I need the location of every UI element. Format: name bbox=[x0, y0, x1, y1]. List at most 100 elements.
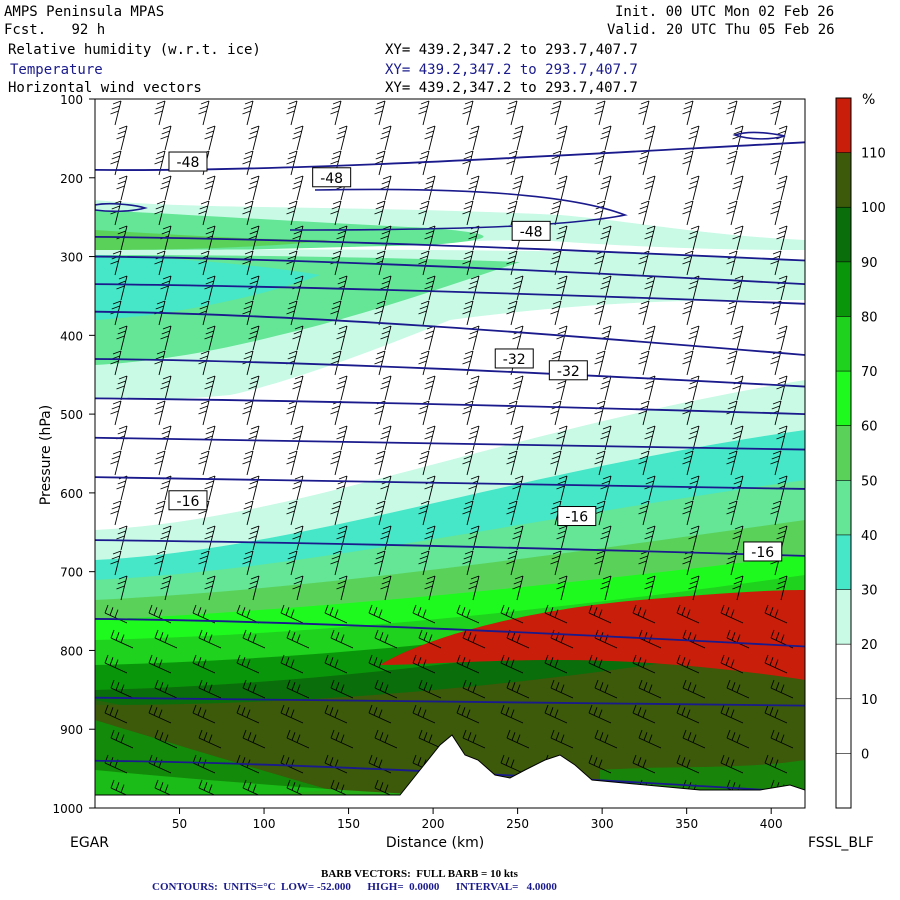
wind-barb-shaft bbox=[692, 575, 700, 601]
wind-barb-flag bbox=[602, 525, 612, 530]
wind-barb-flag bbox=[639, 355, 648, 360]
wind-barb-flag bbox=[116, 185, 125, 190]
wind-barb-flag bbox=[340, 734, 345, 743]
wind-barb-flag bbox=[329, 657, 334, 666]
wind-barb-flag bbox=[727, 205, 736, 210]
wind-barb bbox=[594, 679, 618, 699]
wind-barb-flag bbox=[294, 475, 304, 480]
wind-barb bbox=[242, 250, 254, 276]
wind-barb-shaft bbox=[296, 125, 304, 151]
wind-barb bbox=[154, 729, 178, 749]
wind-barb-flag bbox=[687, 732, 692, 741]
wind-barb-flag bbox=[600, 535, 609, 540]
wind-barb-flag bbox=[736, 734, 741, 743]
wind-barb-flag bbox=[154, 629, 159, 639]
wind-barb-shaft bbox=[252, 525, 260, 551]
wind-barb-flag bbox=[601, 430, 610, 435]
wind-barb-flag bbox=[777, 380, 786, 385]
wind-barb-flag bbox=[332, 200, 342, 205]
wind-barb-shaft bbox=[648, 575, 656, 601]
wind-barb-flag bbox=[114, 709, 119, 718]
wind-barb-flag bbox=[462, 560, 471, 565]
wind-barb-flag bbox=[425, 280, 434, 285]
colorbar-segment bbox=[836, 152, 851, 208]
wind-barb-flag bbox=[420, 300, 430, 305]
wind-barb bbox=[544, 654, 568, 674]
wind-barb-flag bbox=[728, 100, 738, 105]
wind-barb-shaft bbox=[422, 200, 430, 226]
wind-barb bbox=[242, 100, 254, 126]
wind-barb-flag bbox=[778, 375, 788, 380]
wind-barb-flag bbox=[332, 150, 342, 155]
wind-barb bbox=[594, 550, 606, 576]
wind-barb-flag bbox=[380, 585, 389, 590]
wind-barb-shaft bbox=[764, 612, 788, 624]
wind-barb-flag bbox=[382, 425, 392, 430]
wind-barb-flag bbox=[464, 400, 474, 405]
wind-barb-flag bbox=[373, 607, 378, 616]
wind-barb-shaft bbox=[500, 762, 524, 774]
wind-barb-shaft bbox=[560, 475, 568, 501]
wind-barb-flag bbox=[506, 210, 515, 215]
wind-barb bbox=[418, 200, 430, 226]
wind-barb bbox=[776, 425, 788, 451]
wind-barb-flag bbox=[778, 275, 788, 280]
wind-barb bbox=[242, 729, 266, 749]
wind-barb bbox=[600, 125, 612, 151]
wind-barb-flag bbox=[728, 400, 738, 405]
wind-barb bbox=[726, 679, 750, 699]
wind-barb-flag bbox=[688, 185, 697, 190]
wind-barb-flag bbox=[512, 185, 521, 190]
wind-barb-flag bbox=[683, 155, 692, 160]
wind-barb-flag bbox=[770, 360, 779, 365]
wind-barb bbox=[160, 425, 172, 451]
wind-barb bbox=[506, 729, 530, 749]
wind-barb-shaft bbox=[252, 125, 260, 151]
wind-barb-flag bbox=[686, 659, 691, 668]
wind-barb-flag bbox=[601, 480, 610, 485]
wind-barb-flag bbox=[375, 355, 384, 360]
wind-barb-flag bbox=[688, 335, 697, 340]
wind-barb-flag bbox=[510, 659, 515, 668]
wind-barb-flag bbox=[198, 260, 207, 265]
wind-barb bbox=[600, 575, 612, 601]
wind-barb bbox=[374, 729, 398, 749]
wind-barb-flag bbox=[110, 510, 119, 515]
wind-barb bbox=[500, 654, 524, 674]
wind-barb-flag bbox=[155, 455, 164, 460]
wind-barb-flag bbox=[593, 657, 598, 666]
wind-barb bbox=[638, 250, 650, 276]
wind-barb bbox=[594, 300, 606, 326]
wind-barb-flag bbox=[777, 480, 786, 485]
wind-barb bbox=[726, 550, 738, 576]
wind-barb-flag bbox=[338, 325, 348, 330]
wind-barb bbox=[110, 629, 134, 649]
wind-barb-flag bbox=[643, 682, 648, 691]
wind-barb-flag bbox=[464, 100, 474, 105]
wind-barb-flag bbox=[286, 160, 295, 165]
wind-barb-shaft bbox=[506, 737, 530, 749]
wind-barb-shaft bbox=[252, 325, 260, 351]
x-tick-label: 50 bbox=[172, 817, 187, 831]
wind-barb bbox=[204, 375, 216, 401]
wind-barb-flag bbox=[338, 525, 348, 530]
wind-barb-flag bbox=[462, 110, 471, 115]
wind-barb-flag bbox=[595, 355, 604, 360]
wind-barb-flag bbox=[378, 709, 383, 718]
wind-barb-flag bbox=[280, 604, 285, 614]
wind-barb-flag bbox=[338, 475, 348, 480]
wind-barb-flag bbox=[776, 335, 785, 340]
wind-barb-flag bbox=[734, 175, 744, 180]
wind-barb-shaft bbox=[560, 325, 568, 351]
wind-barb-flag bbox=[769, 707, 774, 716]
wind-barb-flag bbox=[200, 550, 210, 555]
contour-label: -32 bbox=[503, 352, 526, 368]
wind-barb-shaft bbox=[604, 575, 612, 601]
wind-barb-flag bbox=[424, 535, 433, 540]
wind-barb-flag bbox=[375, 455, 384, 460]
wind-barb-flag bbox=[204, 435, 213, 440]
wind-barb-flag bbox=[243, 355, 252, 360]
wind-barb-flag bbox=[192, 654, 197, 664]
wind-barb-flag bbox=[243, 555, 252, 560]
colorbar-segment bbox=[836, 207, 851, 262]
